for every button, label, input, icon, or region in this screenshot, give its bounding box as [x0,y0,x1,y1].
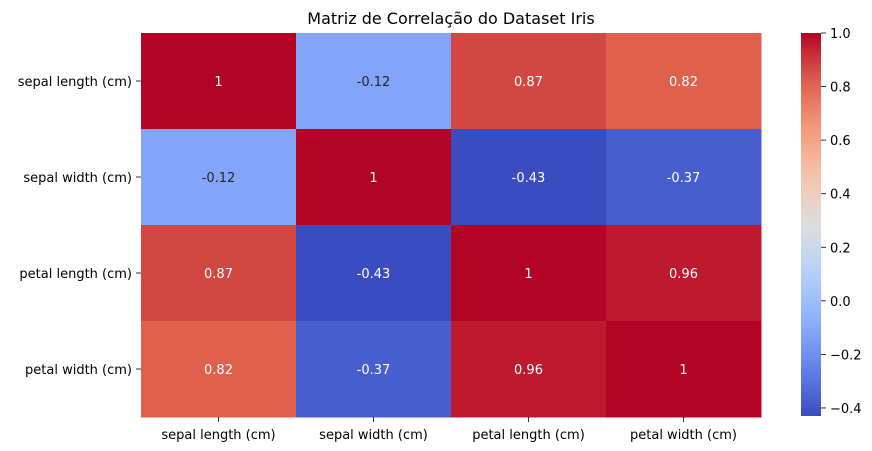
cell-value-label: 0.87 [204,267,233,282]
cell-value-label: 1 [524,267,532,282]
colorbar-tick-label: −0.2 [830,348,862,363]
x-tick-label: petal width (cm) [630,428,737,443]
y-tick-label: petal width (cm) [25,363,132,378]
x-tick-label: sepal length (cm) [161,428,275,443]
cell-value-label: -0.12 [202,171,236,186]
heatmap-cell [141,33,297,130]
cell-value-label: -0.12 [357,75,391,90]
heatmap-cell [451,33,607,130]
colorbar-tick-label: 0.4 [830,188,851,203]
cell-value-label: 1 [214,75,222,90]
cell-value-label: 0.82 [669,75,698,90]
heatmap-cell [141,225,297,322]
chart-title: Matriz de Correlação do Dataset Iris [307,9,594,28]
heatmap-cell [451,321,607,418]
x-axis-tick-labels: sepal length (cm) sepal width (cm) petal l… [161,417,737,443]
cell-value-label: -0.37 [667,171,701,186]
x-tick-label: petal length (cm) [472,428,585,443]
heatmap-cell [296,33,452,130]
heatmap-cell [296,225,452,322]
colorbar-tick-label: 0.8 [830,81,851,96]
cell-value-label: -0.43 [357,267,391,282]
colorbar-tick-label: 0.0 [830,295,851,310]
heatmap-cell [606,321,762,418]
colorbar-tick-label: −0.4 [830,402,862,417]
cell-value-label: 1 [369,171,377,186]
y-tick-label: sepal length (cm) [18,75,132,90]
cell-value-label: 0.87 [514,75,543,90]
cell-value-label: 0.96 [669,267,698,282]
cell-value-label: 0.82 [204,363,233,378]
colorbar-tick-label: 1.0 [830,27,851,42]
heatmap-cell [141,129,297,226]
heatmap-cell [296,321,452,418]
cell-value-label: 1 [679,363,687,378]
heatmap-cells: 1 -0.12 0.87 0.82 -0.12 1 -0.43 -0.37 0.87 -0.43 1… [141,33,762,418]
y-tick-label: sepal width (cm) [23,171,132,186]
heatmap-cell [606,225,762,322]
heatmap-cell [141,321,297,418]
heatmap-cell [606,129,762,226]
cell-value-label: 0.96 [514,363,543,378]
colorbar-gradient [801,33,821,416]
y-tick-label: petal length (cm) [19,267,132,282]
cell-value-label: -0.43 [512,171,546,186]
heatmap-cell [296,129,452,226]
heatmap-cell [451,225,607,322]
colorbar-tick-label: 0.2 [830,241,851,256]
colorbar-tick-label: 0.6 [830,134,851,149]
y-axis-tick-labels: sepal length (cm) sepal width (cm) petal l… [18,75,141,378]
heatmap-cell [606,33,762,130]
x-tick-label: sepal width (cm) [319,428,428,443]
colorbar: 1.0 0.8 0.6 0.4 0.2 0.0 −0.2 −0.4 [801,27,862,417]
colorbar-ticks: 1.0 0.8 0.6 0.4 0.2 0.0 −0.2 −0.4 [821,27,862,417]
heatmap-cell [451,129,607,226]
cell-value-label: -0.37 [357,363,391,378]
